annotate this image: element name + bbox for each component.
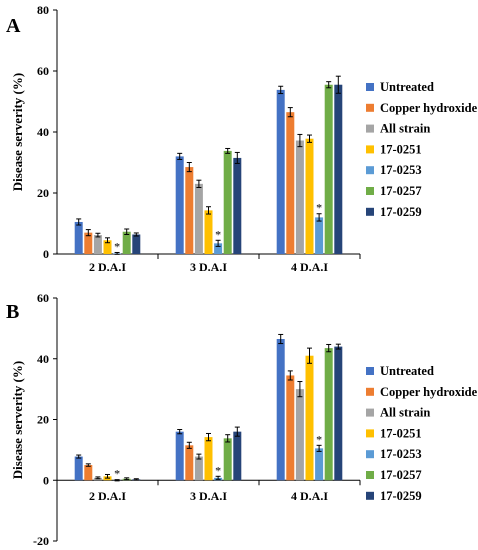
bar xyxy=(84,465,93,481)
legend: Untreated Copper hydroxide All strain 17-02… xyxy=(366,364,478,503)
significance-asterisk: * xyxy=(215,227,221,241)
bar xyxy=(295,389,304,481)
x-tick-label: 2 D.A.I xyxy=(89,489,126,503)
bar xyxy=(233,157,242,254)
y-tick-label: 40 xyxy=(37,352,49,366)
bar xyxy=(334,84,343,254)
bar xyxy=(132,234,141,254)
significance-asterisk: * xyxy=(316,201,322,215)
y-tick-label: -20 xyxy=(33,534,49,548)
bar xyxy=(175,431,184,481)
bar xyxy=(315,448,324,481)
legend-label: 17-0259 xyxy=(380,489,422,503)
legend-swatch xyxy=(366,491,374,500)
bar xyxy=(214,243,223,254)
legend-swatch xyxy=(366,145,374,154)
bar xyxy=(223,150,232,254)
significance-asterisk: * xyxy=(215,463,221,477)
bar xyxy=(286,112,295,254)
significance-asterisk: * xyxy=(316,432,322,446)
y-tick-label: 60 xyxy=(37,64,49,78)
chart-panel-B: B Disease serverity (%) -20 0 20 40 60 2 D.A.I *… xyxy=(6,291,478,548)
legend-swatch xyxy=(366,187,374,195)
y-tick-label: 80 xyxy=(37,3,49,17)
legend-swatch xyxy=(366,471,374,479)
legend: Untreated Copper hydroxide All strain 17-02… xyxy=(366,80,478,219)
bar xyxy=(185,445,194,481)
bar xyxy=(305,355,314,481)
y-tick-label: 20 xyxy=(37,186,49,200)
bar xyxy=(204,210,213,254)
significance-asterisk: * xyxy=(114,239,120,253)
x-tick-label: 2 D.A.I xyxy=(89,260,126,274)
legend-label: 17-0253 xyxy=(380,447,422,461)
significance-asterisk: * xyxy=(114,467,120,481)
bar xyxy=(122,231,131,254)
bar xyxy=(276,89,285,254)
legend-swatch xyxy=(366,124,374,133)
bar xyxy=(175,156,184,254)
y-axis-label: Disease serverity (%) xyxy=(10,73,25,191)
legend-swatch xyxy=(366,367,374,375)
y-tick-label: 60 xyxy=(37,291,49,305)
legend-swatch xyxy=(366,387,374,396)
bar xyxy=(305,138,314,254)
legend-swatch xyxy=(366,166,374,175)
legend-label: 17-0257 xyxy=(380,468,422,482)
bar xyxy=(84,232,93,254)
bar xyxy=(334,346,343,481)
bar xyxy=(204,437,213,481)
bar xyxy=(295,140,304,254)
bar xyxy=(286,375,295,481)
legend-label: All strain xyxy=(380,406,430,420)
y-tick-label: 0 xyxy=(43,247,49,261)
x-tick-label: 4 D.A.I xyxy=(291,489,328,503)
bar xyxy=(276,339,285,481)
legend-swatch xyxy=(366,207,374,216)
legend-swatch xyxy=(366,103,374,112)
bar xyxy=(185,167,194,254)
legend-swatch xyxy=(366,408,374,417)
legend-label: 17-0259 xyxy=(380,205,422,219)
bar xyxy=(194,456,203,481)
bar xyxy=(324,348,333,481)
legend-label: 17-0251 xyxy=(380,426,422,440)
legend-swatch xyxy=(366,450,374,459)
x-tick-label: 3 D.A.I xyxy=(190,260,227,274)
x-tick-label: 3 D.A.I xyxy=(190,489,227,503)
y-axis-label: Disease serverity (%) xyxy=(10,361,25,479)
panel-label: B xyxy=(6,301,19,323)
legend-label: 17-0253 xyxy=(380,163,422,177)
legend-label: Copper hydroxide xyxy=(380,101,478,115)
bar xyxy=(93,235,102,254)
legend-swatch xyxy=(366,429,374,438)
bar xyxy=(223,438,232,481)
legend-label: Untreated xyxy=(380,80,434,94)
bar xyxy=(315,217,324,254)
y-tick-label: 0 xyxy=(43,473,49,487)
chart-panel-A: A Disease serverity (%) 0 20 40 60 80 2 D.A.I * 3… xyxy=(6,3,478,274)
legend-label: Copper hydroxide xyxy=(380,385,478,399)
legend-label: 17-0251 xyxy=(380,142,422,156)
bar xyxy=(194,183,203,254)
bar xyxy=(233,431,242,481)
panel-label: A xyxy=(6,15,21,37)
legend-swatch xyxy=(366,83,374,91)
legend-label: All strain xyxy=(380,122,430,136)
y-tick-label: 20 xyxy=(37,413,49,427)
x-tick-label: 4 D.A.I xyxy=(291,260,328,274)
bar xyxy=(74,221,83,254)
legend-label: 17-0257 xyxy=(380,184,422,198)
bar xyxy=(324,84,333,254)
y-tick-label: 40 xyxy=(37,125,49,139)
bar xyxy=(103,240,112,254)
bar xyxy=(74,456,83,481)
legend-label: Untreated xyxy=(380,364,434,378)
